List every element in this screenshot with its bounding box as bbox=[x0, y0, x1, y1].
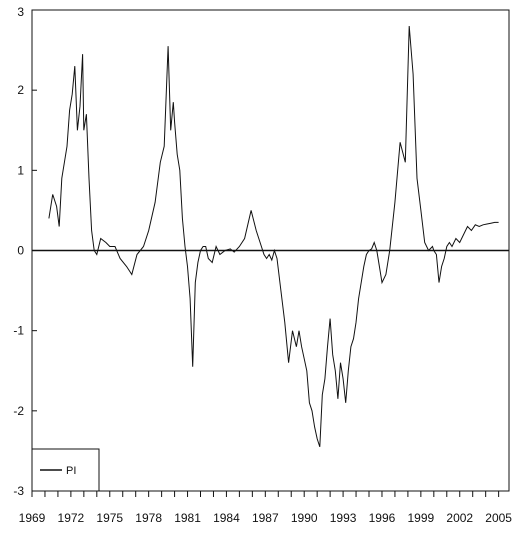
x-tick-label: 1990 bbox=[291, 511, 318, 525]
x-tick-label: 2002 bbox=[446, 511, 473, 525]
x-tick-label: 1996 bbox=[369, 511, 396, 525]
y-tick-label: 2 bbox=[17, 83, 24, 97]
x-tick-label: 1987 bbox=[252, 511, 279, 525]
y-tick-label: -1 bbox=[13, 324, 24, 338]
x-tick-label: 1978 bbox=[135, 511, 162, 525]
series-line-pi bbox=[48, 25, 499, 448]
x-tick-label: 1981 bbox=[174, 511, 201, 525]
x-axis: 1969 1972 1975 1978 1981 1984 1987 1990 1993 1996… bbox=[19, 491, 512, 525]
legend-label: PI bbox=[66, 465, 76, 477]
y-tick-label: -2 bbox=[13, 404, 24, 418]
x-tick-label: 1969 bbox=[19, 511, 46, 525]
x-tick-label: 1972 bbox=[58, 511, 85, 525]
x-tick-label: 2005 bbox=[485, 511, 512, 525]
x-tick-label: 1975 bbox=[96, 511, 123, 525]
legend: PI bbox=[31, 448, 100, 492]
x-tick-label: 1999 bbox=[408, 511, 435, 525]
y-axis: 3 2 1 0 -1 -2 -3 bbox=[13, 5, 37, 498]
x-tick-label: 1993 bbox=[330, 511, 357, 525]
y-tick-label: 3 bbox=[17, 5, 24, 19]
y-tick-label: 1 bbox=[17, 163, 24, 177]
x-tick-label: 1984 bbox=[213, 511, 240, 525]
y-tick-label: 0 bbox=[17, 244, 24, 258]
y-tick-label: -3 bbox=[13, 484, 24, 498]
